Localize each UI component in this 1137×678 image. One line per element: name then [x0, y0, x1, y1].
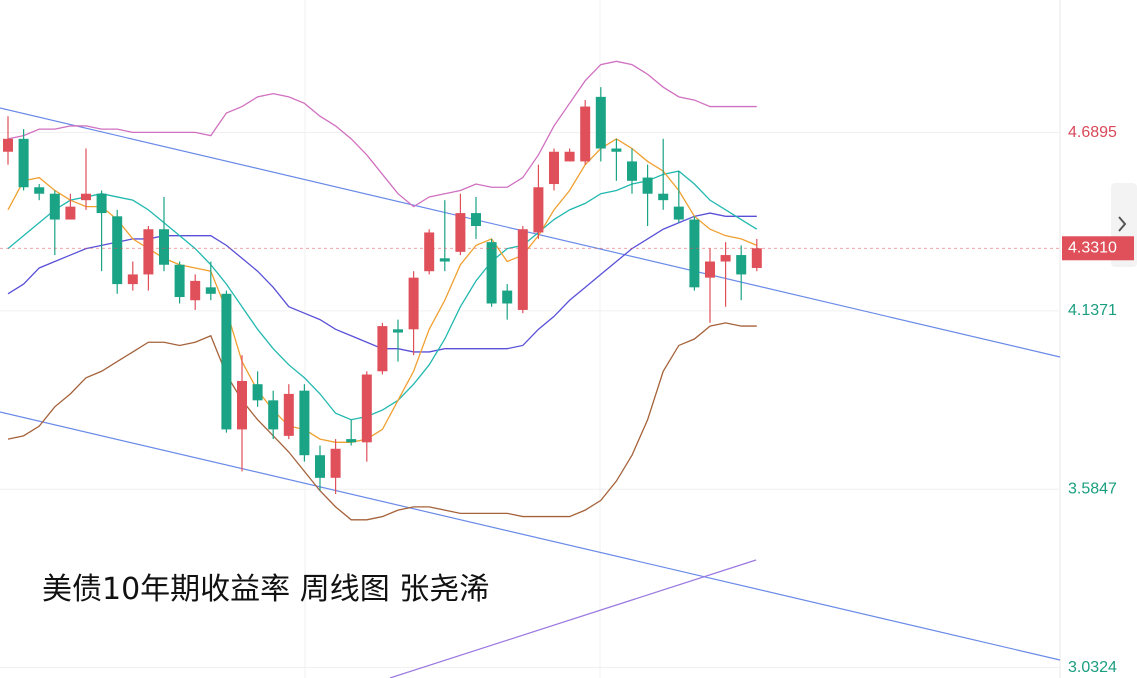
candle-body — [65, 206, 76, 220]
candle-body — [49, 193, 60, 220]
candle-body — [455, 213, 466, 252]
candle-body — [533, 187, 544, 233]
indicator-line — [7, 170, 758, 421]
candle-body — [174, 264, 185, 298]
candle-body — [705, 261, 715, 278]
indicator-line — [7, 322, 757, 521]
last-price-label: 4.3310 — [1068, 239, 1117, 256]
candle-body — [3, 138, 13, 152]
candle-body — [564, 151, 575, 162]
candle-body — [159, 229, 169, 265]
arrow-icon[interactable] — [1118, 216, 1127, 232]
candle-body — [751, 248, 762, 268]
candle-body — [627, 161, 637, 181]
y-tick-label: 3.0324 — [1068, 659, 1117, 676]
candle-body — [221, 293, 232, 430]
candle-body — [486, 242, 497, 304]
candle-body — [283, 393, 294, 436]
candle-body — [720, 255, 731, 262]
candle-body — [190, 280, 201, 301]
indicator-line — [7, 138, 758, 443]
candle-body — [361, 374, 372, 443]
candle-body — [127, 274, 138, 285]
candle-body — [595, 96, 606, 149]
candle-body — [408, 277, 419, 330]
channel-lower — [0, 411, 1061, 661]
candle-body — [673, 206, 684, 220]
y-tick-label: 4.1371 — [1068, 302, 1117, 319]
candle-body — [642, 177, 653, 194]
candle-body — [268, 400, 279, 430]
candle-body — [471, 213, 481, 226]
chart-title: 美债10年期收益率 周线图 张尧浠 — [42, 572, 489, 607]
candle-body — [237, 380, 247, 430]
candle-body — [611, 148, 622, 152]
candle-body — [252, 384, 263, 401]
support-line — [389, 559, 757, 678]
candle-body — [143, 229, 154, 275]
indicator-line — [7, 60, 757, 208]
last-price-badge — [1062, 236, 1134, 261]
candle-body — [315, 455, 325, 478]
candle-body — [736, 255, 747, 275]
candle-body — [689, 219, 700, 288]
candle-body — [549, 151, 559, 185]
candle-body — [34, 187, 45, 194]
candle-body — [346, 439, 357, 443]
channel-upper — [0, 107, 1061, 358]
candle-body — [580, 106, 591, 162]
candle-body — [502, 290, 513, 304]
candle-body — [424, 232, 435, 272]
candle-body — [81, 193, 91, 201]
candle-body — [377, 326, 388, 372]
candle-body — [96, 193, 107, 214]
candle-body — [330, 448, 341, 478]
candle-body — [517, 229, 528, 310]
candle-body — [205, 287, 216, 294]
candle-body — [299, 390, 310, 456]
candle-body — [393, 329, 403, 333]
candle-body — [112, 216, 123, 285]
candle-body — [18, 138, 29, 188]
y-tick-label: 3.5847 — [1068, 480, 1117, 497]
candle-body — [439, 258, 450, 262]
y-tick-label: 4.6895 — [1068, 124, 1117, 141]
trend-lines — [0, 107, 1061, 678]
candle-body — [658, 193, 669, 201]
